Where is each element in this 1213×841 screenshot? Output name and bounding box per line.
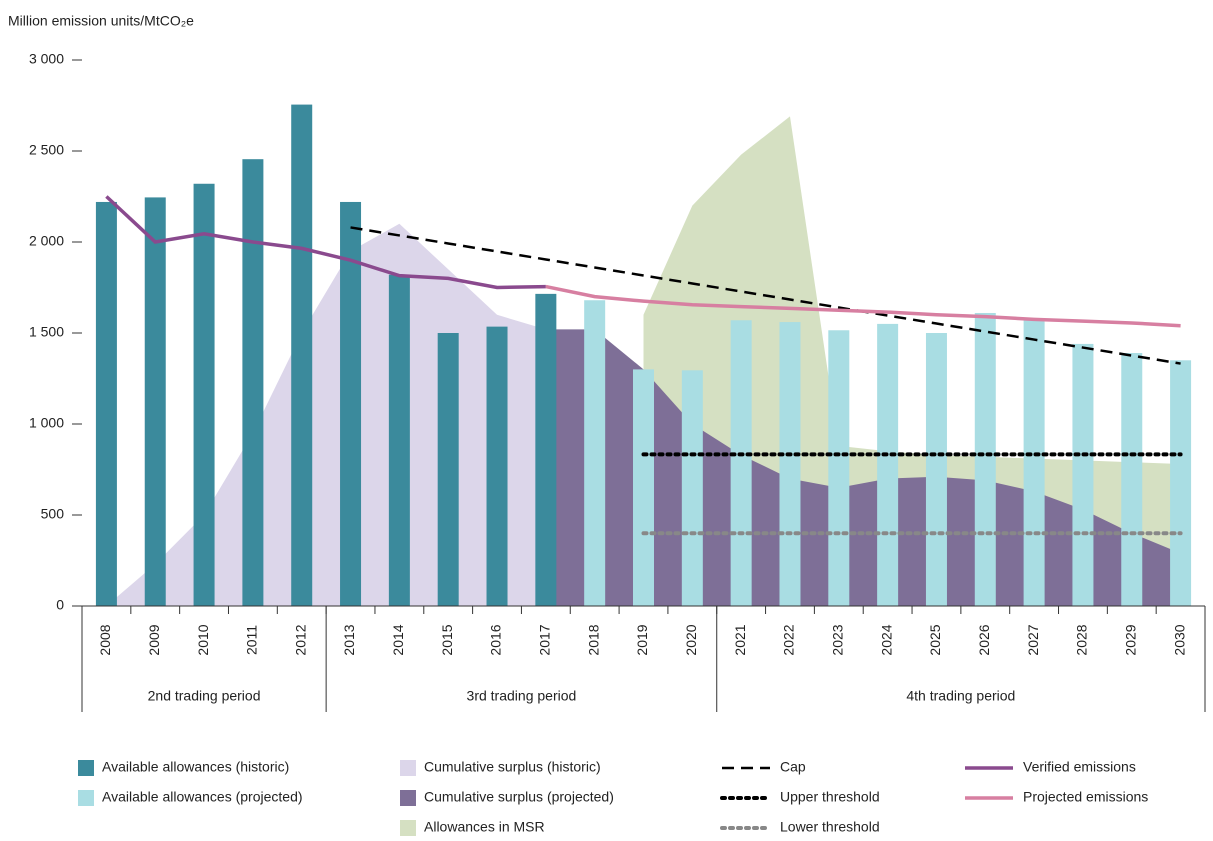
x-tick-label: 2024 — [878, 624, 894, 655]
bar — [95, 201, 117, 606]
area — [106, 223, 546, 607]
bar — [877, 323, 899, 606]
bar — [291, 104, 313, 606]
legend-swatch — [400, 760, 416, 776]
y-tick-label: 2 500 — [29, 142, 64, 158]
bar — [828, 330, 850, 606]
bar — [144, 197, 166, 606]
legend-swatch — [400, 820, 416, 836]
legend-label: Lower threshold — [780, 819, 880, 835]
x-tick-label: 2029 — [1122, 624, 1138, 655]
bar — [633, 369, 654, 606]
line-series — [350, 226, 1181, 365]
x-tick-label: 2020 — [683, 624, 699, 655]
bar — [974, 312, 996, 606]
x-tick-label: 2013 — [341, 624, 357, 655]
legend-swatch — [78, 760, 94, 776]
x-tick-label: 2019 — [634, 624, 650, 655]
x-tick-label: 2027 — [1025, 624, 1041, 655]
bar — [779, 322, 801, 606]
legend-label: Available allowances (projected) — [102, 789, 303, 805]
bar — [437, 333, 459, 606]
line-series — [105, 195, 546, 290]
period-label: 3rd trading period — [467, 688, 577, 704]
x-tick-label: 2016 — [488, 624, 504, 655]
legend-label: Available allowances (historic) — [102, 759, 289, 775]
legend-label: Upper threshold — [780, 789, 880, 805]
legend-label: Projected emissions — [1023, 789, 1148, 805]
bar — [730, 320, 752, 606]
x-tick-label: 2009 — [146, 624, 162, 655]
x-tick-label: 2017 — [537, 624, 553, 655]
x-tick-label: 2025 — [927, 624, 943, 655]
x-tick-label: 2010 — [195, 624, 211, 655]
bar — [1072, 343, 1094, 606]
line-series — [545, 284, 1181, 328]
y-tick-label: 3 000 — [29, 51, 64, 67]
period-label: 2nd trading period — [148, 688, 261, 704]
x-tick-label: 2026 — [976, 624, 992, 655]
x-tick-label: 2030 — [1171, 624, 1187, 655]
bar — [242, 159, 264, 606]
bar — [340, 201, 362, 606]
bar — [193, 183, 215, 606]
x-tick-label: 2008 — [97, 624, 113, 655]
bar — [535, 293, 557, 606]
y-axis-label: Million emission units/MtCO₂e — [8, 13, 194, 29]
y-tick-label: 0 — [56, 597, 64, 613]
y-tick-label: 1 500 — [29, 324, 64, 340]
bar — [584, 300, 606, 606]
x-tick-label: 2018 — [585, 624, 601, 655]
legend-swatch — [400, 790, 416, 806]
x-tick-label: 2022 — [781, 624, 797, 655]
x-tick-label: 2011 — [244, 625, 260, 655]
legend-label: Allowances in MSR — [424, 819, 545, 835]
bar — [925, 333, 947, 606]
bar — [388, 274, 410, 606]
x-tick-label: 2028 — [1074, 624, 1090, 655]
bar — [681, 370, 703, 606]
y-tick-label: 500 — [41, 506, 65, 522]
legend-swatch — [78, 790, 94, 806]
bar — [1170, 360, 1192, 606]
area — [545, 329, 1181, 606]
legend-label: Cap — [780, 759, 806, 775]
period-label: 4th trading period — [906, 688, 1015, 704]
y-tick-label: 2 000 — [29, 233, 64, 249]
x-tick-label: 2023 — [830, 624, 846, 655]
x-tick-label: 2021 — [732, 624, 748, 655]
bar — [1121, 353, 1143, 606]
legend-label: Verified emissions — [1023, 759, 1136, 775]
legend-label: Cumulative surplus (projected) — [424, 789, 614, 805]
bar — [486, 326, 508, 606]
legend-label: Cumulative surplus (historic) — [424, 759, 601, 775]
y-tick-label: 1 000 — [29, 415, 64, 431]
x-tick-label: 2012 — [292, 624, 308, 655]
bar — [1023, 320, 1045, 606]
x-tick-label: 2015 — [439, 624, 455, 655]
x-tick-label: 2014 — [390, 624, 406, 655]
